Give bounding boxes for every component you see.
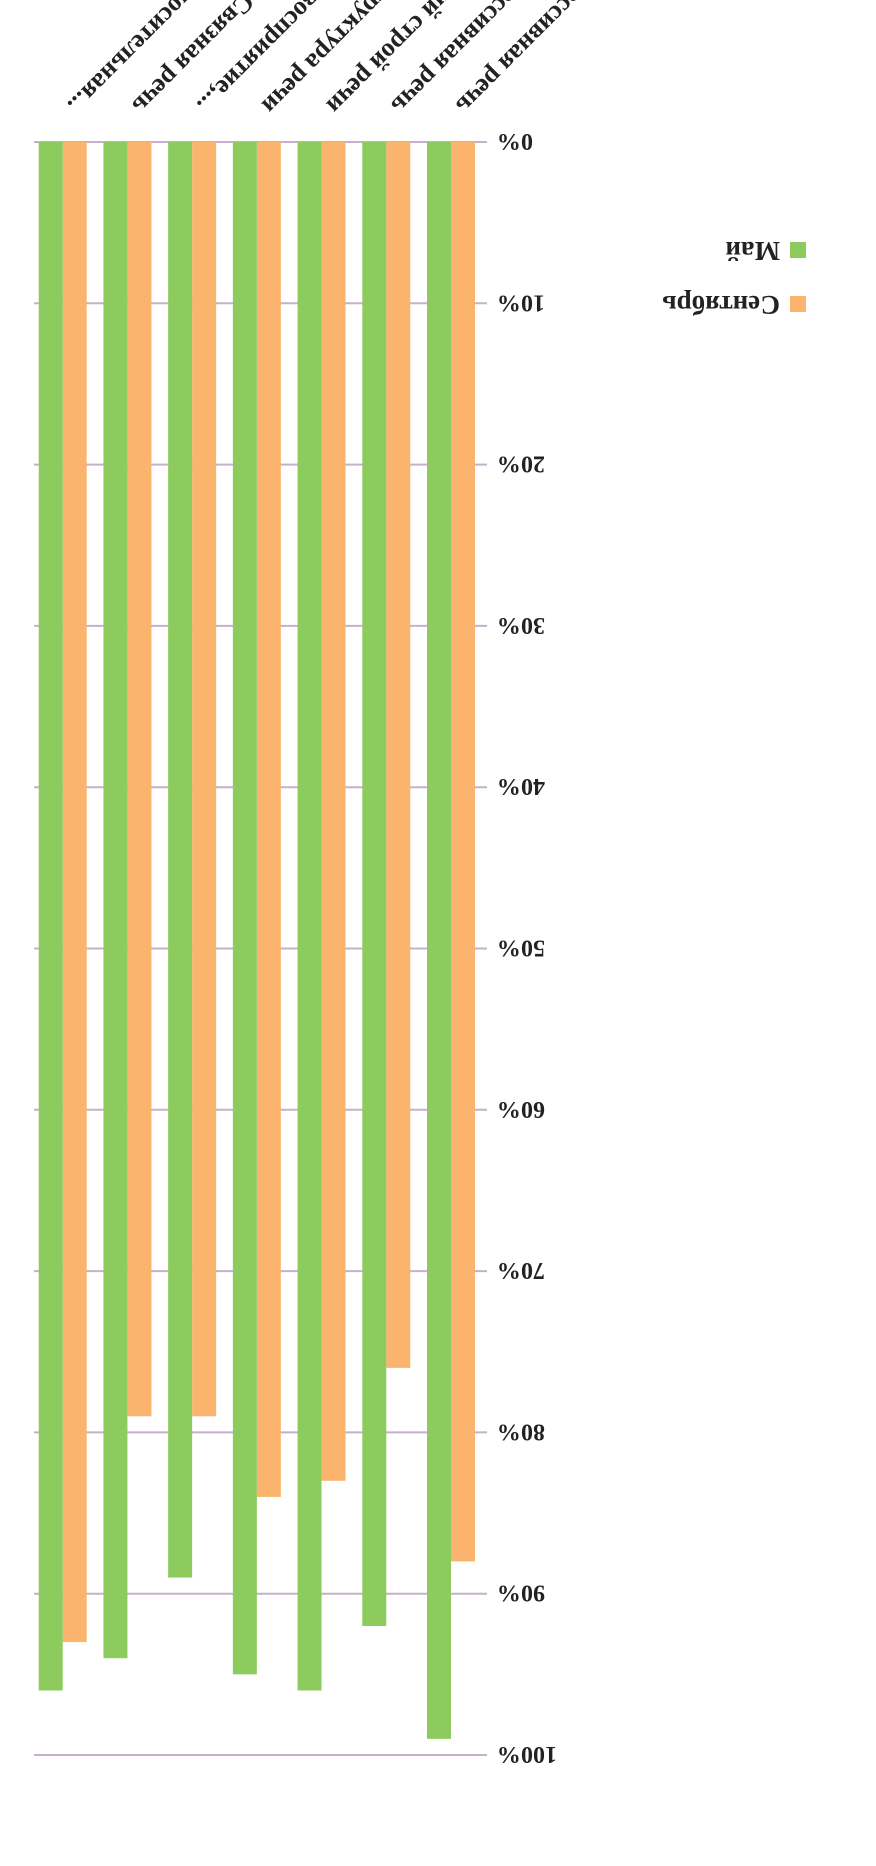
bar-series1 — [192, 142, 217, 1417]
y-tick-label: 20% — [497, 451, 545, 477]
y-tick-label: 90% — [497, 1580, 545, 1606]
bar-series2 — [103, 142, 128, 1659]
bar-series1 — [62, 142, 87, 1643]
bar-series1 — [451, 142, 475, 1562]
legend-label: Май — [725, 236, 780, 266]
y-tick-label: 80% — [497, 1418, 545, 1444]
bar-series1 — [321, 142, 346, 1481]
y-tick-label: 100% — [497, 1741, 557, 1767]
bar-series2 — [297, 142, 322, 1691]
y-tick-labels: 0% 10% 20% 30% 40% 50% 60% 70% 80% 90% 100% — [497, 128, 557, 1767]
legend-swatch — [790, 296, 806, 312]
bar-series2 — [168, 142, 193, 1578]
y-tick-label: 30% — [497, 612, 545, 638]
bar-series2 — [362, 142, 387, 1626]
y-tick-label: 40% — [497, 773, 545, 799]
bar-series1 — [256, 142, 281, 1497]
y-tick-label: 0% — [497, 128, 533, 154]
legend: Сентябрь Май — [662, 236, 806, 320]
legend-swatch — [790, 242, 806, 258]
y-tick-label: 70% — [497, 1257, 545, 1283]
bar-series2 — [232, 142, 257, 1675]
bar-series2 — [427, 142, 451, 1739]
bar-series1 — [127, 142, 152, 1417]
bars — [38, 142, 475, 1739]
bar-series2 — [38, 142, 63, 1691]
legend-label: Сентябрь — [662, 290, 780, 320]
y-tick-label: 10% — [497, 289, 545, 315]
bar-series1 — [386, 142, 411, 1368]
y-tick-label: 50% — [497, 935, 545, 961]
y-tick-label: 60% — [497, 1096, 545, 1122]
